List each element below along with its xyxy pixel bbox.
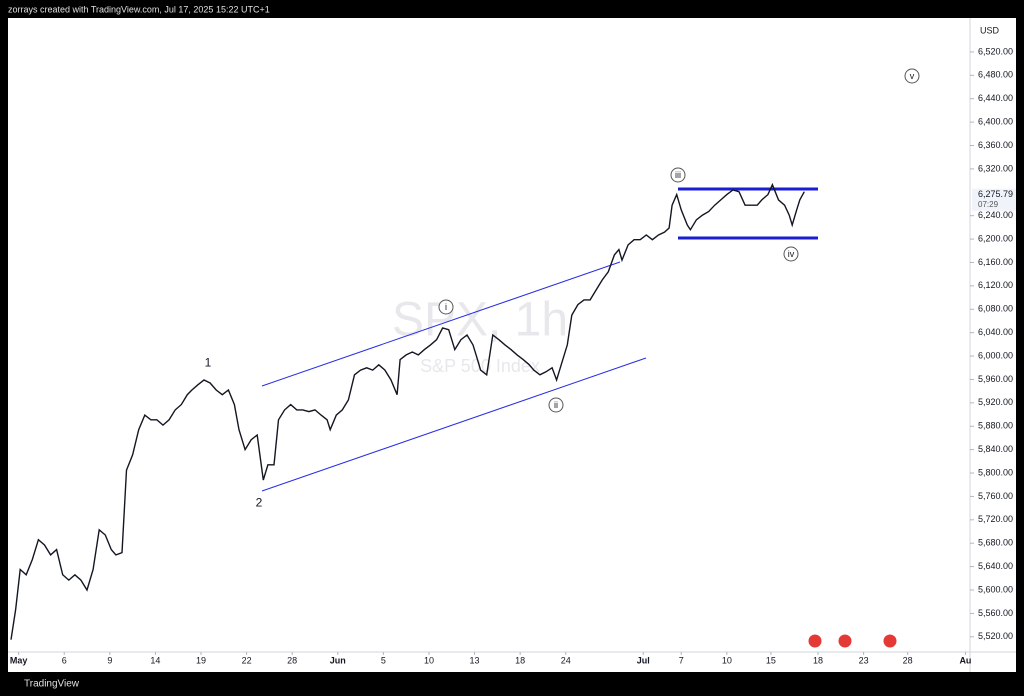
y-tick-label: 5,760.00 bbox=[978, 491, 1013, 501]
y-tick-label: 6,480.00 bbox=[978, 70, 1013, 80]
y-tick-label: 5,920.00 bbox=[978, 397, 1013, 407]
countdown: 07:29 bbox=[978, 200, 999, 209]
x-tick-label: May bbox=[10, 655, 28, 665]
x-tick-label: Jul bbox=[637, 655, 650, 665]
price-line bbox=[10, 182, 805, 640]
x-tick-label: 23 bbox=[859, 655, 869, 665]
event-flag[interactable] bbox=[882, 633, 898, 649]
y-tick-label: 5,960.00 bbox=[978, 374, 1013, 384]
last-price-badge bbox=[972, 188, 1016, 211]
x-tick-label: 7 bbox=[679, 655, 684, 665]
wave-label: 2 bbox=[256, 496, 263, 510]
y-tick-label: 5,880.00 bbox=[978, 421, 1013, 431]
y-tick-label: 5,680.00 bbox=[978, 538, 1013, 548]
x-tick-label: 28 bbox=[287, 655, 297, 665]
wave-circle bbox=[438, 299, 454, 315]
y-tick-label: 6,440.00 bbox=[978, 93, 1013, 103]
wave-circle bbox=[670, 167, 686, 183]
wave-label: v bbox=[910, 71, 915, 81]
x-tick-label: Jun bbox=[330, 655, 346, 665]
x-tick-label: 19 bbox=[196, 655, 206, 665]
event-flag[interactable] bbox=[807, 633, 823, 649]
y-tick-label: 6,040.00 bbox=[978, 327, 1013, 337]
wave-label: ii bbox=[554, 400, 558, 410]
last-price-label: 6,275.79 bbox=[978, 189, 1013, 199]
x-tick-label: 10 bbox=[722, 655, 732, 665]
wave-circle bbox=[904, 68, 920, 84]
x-tick-label: 18 bbox=[515, 655, 525, 665]
wave-label: iv bbox=[788, 249, 795, 259]
currency: USD bbox=[980, 25, 1000, 35]
y-tick-label: 6,520.00 bbox=[978, 46, 1013, 56]
x-tick-label: 10 bbox=[424, 655, 434, 665]
wave-circle bbox=[783, 246, 799, 262]
x-tick-label: 15 bbox=[766, 655, 776, 665]
footer-logo[interactable]: TradingView bbox=[24, 679, 80, 690]
channel-lower bbox=[261, 357, 647, 492]
watermark-title: SPX, 1h bbox=[392, 294, 568, 347]
wave-label: 1 bbox=[205, 356, 212, 370]
x-tick-label: 9 bbox=[107, 655, 112, 665]
y-tick-label: 6,080.00 bbox=[978, 304, 1013, 314]
event-flag[interactable] bbox=[837, 633, 853, 649]
x-tick-label: 24 bbox=[561, 655, 571, 665]
y-tick-label: 6,200.00 bbox=[978, 233, 1013, 243]
x-tick-label: 14 bbox=[150, 655, 160, 665]
y-tick-label: 6,320.00 bbox=[978, 163, 1013, 173]
y-tick-label: 5,640.00 bbox=[978, 561, 1013, 571]
y-tick-label: 6,000.00 bbox=[978, 350, 1013, 360]
x-tick-label: 28 bbox=[903, 655, 913, 665]
x-tick-label: 6 bbox=[62, 655, 67, 665]
chart-area bbox=[8, 18, 1016, 672]
y-tick-label: 6,120.00 bbox=[978, 280, 1013, 290]
x-tick-label: 5 bbox=[381, 655, 386, 665]
y-tick-label: 6,360.00 bbox=[978, 140, 1013, 150]
y-tick-label: 6,400.00 bbox=[978, 116, 1013, 126]
y-tick-label: 5,840.00 bbox=[978, 444, 1013, 454]
wave-label: iii bbox=[675, 170, 681, 180]
y-tick-label: 5,600.00 bbox=[978, 584, 1013, 594]
y-tick-label: 6,240.00 bbox=[978, 210, 1013, 220]
header: zorrays created with TradingView.com, Ju… bbox=[8, 4, 270, 14]
x-tick-label: 18 bbox=[813, 655, 823, 665]
y-tick-label: 6,160.00 bbox=[978, 257, 1013, 267]
y-tick-label: 5,800.00 bbox=[978, 467, 1013, 477]
x-tick-label: 22 bbox=[242, 655, 252, 665]
event-icons bbox=[807, 633, 898, 649]
wave-circle bbox=[548, 397, 564, 413]
wave-label: i bbox=[445, 302, 447, 312]
x-tick-label: Au bbox=[959, 655, 971, 665]
y-tick-label: 5,720.00 bbox=[978, 514, 1013, 524]
y-tick-label: 5,520.00 bbox=[978, 631, 1013, 641]
y-tick-label: 5,560.00 bbox=[978, 608, 1013, 618]
channel-upper bbox=[261, 261, 621, 387]
x-tick-label: 13 bbox=[470, 655, 480, 665]
